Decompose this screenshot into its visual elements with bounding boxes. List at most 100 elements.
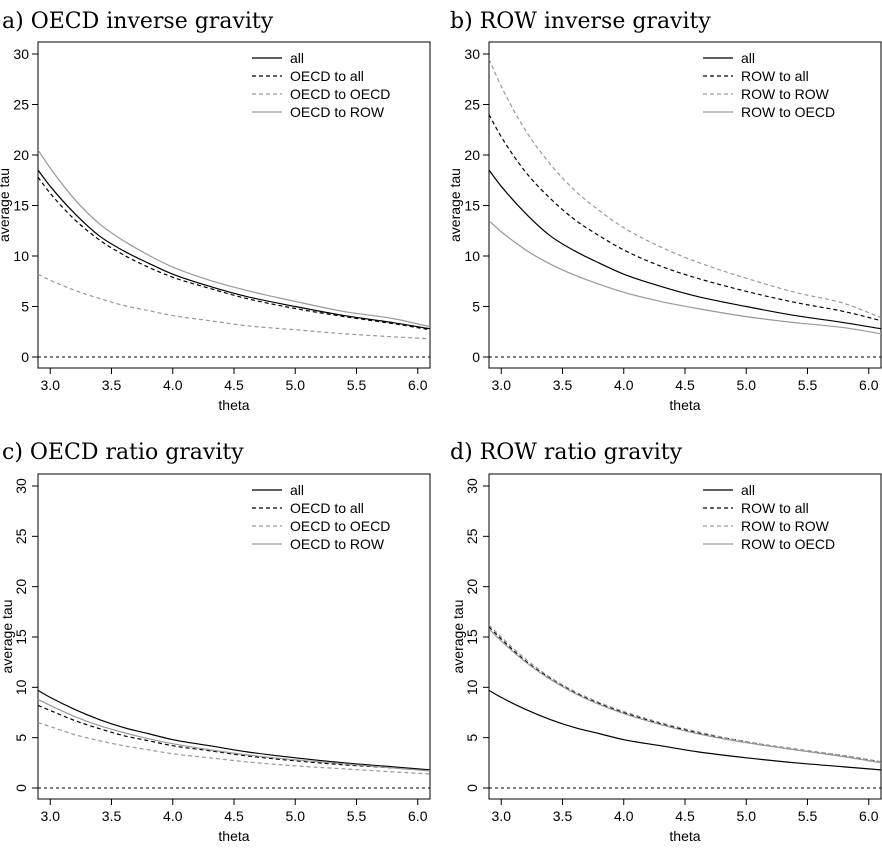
x-axis-label: theta bbox=[218, 828, 249, 844]
y-axis-label: average tau bbox=[450, 600, 466, 674]
series-line-4 bbox=[489, 628, 881, 764]
series-line-1 bbox=[38, 689, 430, 771]
x-tick-label: 5.5 bbox=[798, 808, 818, 824]
panel-title: c) OECD ratio gravity bbox=[2, 440, 244, 465]
series-line-3 bbox=[489, 58, 881, 319]
y-tick-label: 0 bbox=[464, 784, 480, 792]
legend-label: OECD to all bbox=[290, 500, 364, 516]
y-tick-label: 30 bbox=[13, 46, 29, 62]
x-tick-label: 4.0 bbox=[163, 377, 183, 393]
y-tick-label: 15 bbox=[13, 629, 29, 645]
x-tick-label: 4.0 bbox=[614, 808, 634, 824]
series-line-1 bbox=[38, 169, 430, 330]
y-tick-label: 30 bbox=[13, 478, 29, 494]
x-tick-label: 6.0 bbox=[408, 808, 428, 824]
series-line-2 bbox=[489, 114, 881, 322]
y-tick-label: 20 bbox=[13, 147, 29, 163]
series-line-4 bbox=[489, 220, 881, 335]
y-tick-label: 5 bbox=[464, 734, 480, 742]
series-line-4 bbox=[38, 149, 430, 328]
y-tick-label: 15 bbox=[464, 629, 480, 645]
series-line-2 bbox=[489, 626, 881, 763]
y-tick-label: 10 bbox=[464, 679, 480, 695]
x-tick-label: 3.0 bbox=[41, 377, 61, 393]
y-tick-label: 10 bbox=[464, 248, 480, 264]
legend-label: OECD to ROW bbox=[290, 536, 385, 552]
legend-label: OECD to all bbox=[290, 68, 364, 84]
legend-label: OECD to ROW bbox=[290, 104, 385, 120]
series-line-2 bbox=[38, 176, 430, 331]
chart-panel-2: b) ROW inverse gravity 3.0 3.5 4.0 4.5 5.0 5.5… bbox=[447, 9, 882, 413]
panel-title: a) OECD inverse gravity bbox=[2, 9, 274, 34]
series-line-1 bbox=[489, 169, 881, 330]
legend-label: ROW to OECD bbox=[741, 104, 835, 120]
x-tick-label: 6.0 bbox=[859, 377, 879, 393]
legend-label: OECD to OECD bbox=[290, 86, 390, 102]
x-tick-label: 6.0 bbox=[408, 377, 428, 393]
y-tick-label: 20 bbox=[464, 147, 480, 163]
x-tick-label: 5.5 bbox=[347, 808, 367, 824]
x-tick-label: 5.5 bbox=[347, 377, 367, 393]
y-tick-label: 5 bbox=[13, 734, 29, 742]
y-tick-label: 25 bbox=[13, 97, 29, 113]
legend-label: OECD to OECD bbox=[290, 518, 390, 534]
x-tick-label: 6.0 bbox=[859, 808, 879, 824]
panel-title: d) ROW ratio gravity bbox=[450, 440, 683, 465]
panel-title: b) ROW inverse gravity bbox=[450, 9, 711, 34]
y-tick-label: 20 bbox=[13, 579, 29, 595]
y-tick-label: 10 bbox=[13, 679, 29, 695]
x-tick-label: 4.0 bbox=[163, 808, 183, 824]
series-line-4 bbox=[38, 698, 430, 772]
legend-label: ROW to OECD bbox=[741, 536, 835, 552]
y-tick-label: 25 bbox=[13, 528, 29, 544]
y-tick-label: 15 bbox=[464, 198, 480, 214]
y-tick-label: 0 bbox=[472, 349, 480, 365]
y-tick-label: 5 bbox=[21, 299, 29, 315]
x-axis-label: theta bbox=[669, 397, 700, 413]
y-tick-label: 25 bbox=[464, 97, 480, 113]
x-tick-label: 5.0 bbox=[737, 808, 757, 824]
x-tick-label: 4.5 bbox=[675, 808, 695, 824]
y-tick-label: 15 bbox=[13, 198, 29, 214]
x-tick-label: 3.5 bbox=[553, 808, 573, 824]
x-tick-label: 3.5 bbox=[553, 377, 573, 393]
y-tick-label: 30 bbox=[464, 46, 480, 62]
x-tick-label: 5.0 bbox=[737, 377, 757, 393]
legend-label: ROW to ROW bbox=[741, 86, 830, 102]
legend-label: all bbox=[290, 50, 304, 66]
y-axis-label: average tau bbox=[447, 168, 463, 242]
x-axis-label: theta bbox=[218, 397, 249, 413]
x-tick-label: 3.0 bbox=[492, 808, 512, 824]
x-tick-label: 3.0 bbox=[41, 808, 61, 824]
y-tick-label: 30 bbox=[464, 478, 480, 494]
series-group bbox=[489, 624, 881, 771]
legend-label: ROW to ROW bbox=[741, 518, 830, 534]
x-tick-label: 5.0 bbox=[286, 377, 306, 393]
chart-panel-3: c) OECD ratio gravity 3.0 3.5 4.0 4.5 5.0 5.5 6… bbox=[0, 440, 431, 844]
y-axis-label: average tau bbox=[0, 168, 12, 242]
legend-label: ROW to all bbox=[741, 500, 809, 516]
y-axis-label: average tau bbox=[0, 600, 15, 674]
x-tick-label: 4.5 bbox=[675, 377, 695, 393]
series-line-3 bbox=[38, 273, 430, 340]
y-tick-label: 5 bbox=[472, 299, 480, 315]
series-line-2 bbox=[38, 704, 430, 772]
series-group bbox=[489, 58, 881, 335]
x-tick-label: 3.5 bbox=[102, 377, 122, 393]
series-group bbox=[38, 689, 430, 775]
x-tick-label: 5.5 bbox=[798, 377, 818, 393]
y-tick-label: 0 bbox=[13, 784, 29, 792]
x-tick-label: 4.5 bbox=[224, 808, 244, 824]
legend-label: all bbox=[290, 482, 304, 498]
series-line-3 bbox=[489, 624, 881, 763]
series-group bbox=[38, 149, 430, 340]
x-tick-label: 3.5 bbox=[102, 808, 122, 824]
y-tick-label: 10 bbox=[13, 248, 29, 264]
legend-label: all bbox=[741, 482, 755, 498]
x-tick-label: 5.0 bbox=[286, 808, 306, 824]
x-axis-label: theta bbox=[669, 828, 700, 844]
x-tick-label: 3.0 bbox=[492, 377, 512, 393]
y-tick-label: 20 bbox=[464, 579, 480, 595]
chart-panel-4: d) ROW ratio gravity 3.0 3.5 4.0 4.5 5.0 5.5 6.… bbox=[450, 440, 882, 844]
